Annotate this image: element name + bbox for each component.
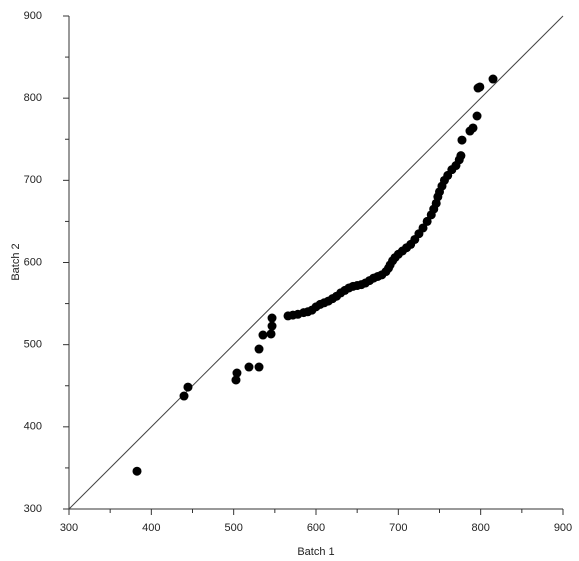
point — [254, 344, 264, 354]
point — [468, 123, 478, 133]
x-tick-label: 800 — [471, 522, 489, 534]
point — [258, 330, 268, 340]
point — [232, 368, 242, 378]
x-tick-label: 900 — [554, 522, 572, 534]
point — [267, 313, 277, 323]
y-tick-label: 700 — [24, 174, 42, 186]
y-tick-label: 600 — [24, 256, 42, 268]
y-tick-label: 300 — [24, 503, 42, 515]
y-axis-label: Batch 2 — [10, 243, 22, 280]
point — [457, 135, 467, 145]
point — [254, 362, 264, 372]
point — [418, 223, 428, 233]
x-tick-label: 300 — [60, 522, 78, 534]
point — [475, 82, 485, 92]
identity-line — [68, 15, 564, 510]
point — [132, 466, 142, 476]
point — [472, 111, 482, 121]
x-axis-label: Batch 1 — [297, 546, 334, 558]
point — [422, 216, 432, 226]
point — [267, 321, 277, 331]
point — [231, 375, 241, 385]
y-tick-label: 900 — [24, 10, 42, 22]
x-tick-label: 600 — [307, 522, 325, 534]
x-tick-label: 500 — [224, 522, 242, 534]
point — [266, 329, 276, 339]
y-tick-label: 400 — [24, 421, 42, 433]
point — [183, 382, 193, 392]
y-tick-label: 500 — [24, 339, 42, 351]
x-tick-label: 700 — [389, 522, 407, 534]
x-tick-label: 400 — [142, 522, 160, 534]
point — [244, 362, 254, 372]
point — [456, 151, 466, 161]
y-tick-label: 800 — [24, 92, 42, 104]
point — [488, 74, 498, 84]
point — [179, 391, 189, 401]
